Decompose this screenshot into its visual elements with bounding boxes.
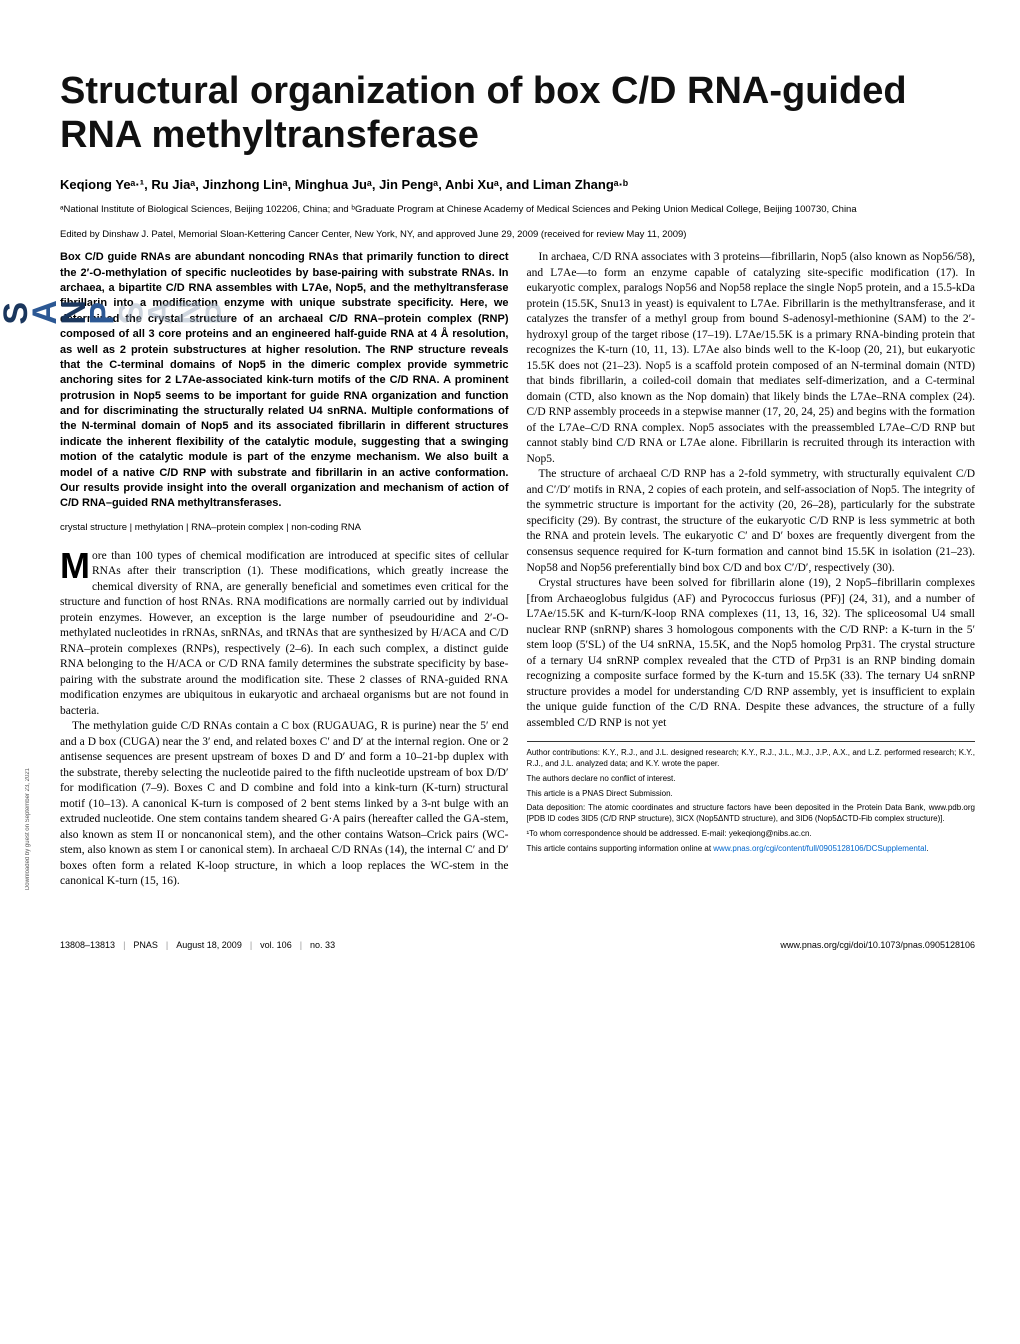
page-range: 13808–13813 bbox=[60, 940, 115, 950]
edited-by: Edited by Dinshaw J. Patel, Memorial Slo… bbox=[60, 229, 975, 240]
page-footer: 13808–13813 | PNAS | August 18, 2009 | v… bbox=[0, 940, 1020, 975]
article-title: Structural organization of box C/D RNA-g… bbox=[60, 70, 975, 157]
body-paragraph: In archaea, C/D RNA associates with 3 pr… bbox=[527, 250, 976, 467]
authors-line: Keqiong Yeᵃ·¹, Ru Jiaᵃ, Jinzhong Linᵃ, M… bbox=[60, 177, 975, 192]
divider: | bbox=[250, 940, 252, 950]
issue: no. 33 bbox=[310, 940, 335, 950]
journal-name: PNAS bbox=[133, 940, 158, 950]
keywords: crystal structure | methylation | RNA–pr… bbox=[60, 522, 509, 535]
footnotes: Author contributions: K.Y., R.J., and J.… bbox=[527, 741, 976, 854]
logo-letter-pale: P bbox=[204, 300, 233, 325]
paragraph-text: ore than 100 types of chemical modificat… bbox=[60, 550, 509, 717]
two-column-layout: Box C/D guide RNAs are abundant noncodin… bbox=[60, 250, 975, 890]
divider: | bbox=[166, 940, 168, 950]
sidebar: S A N P S A N P Downloaded by guest on S… bbox=[0, 0, 50, 920]
body-paragraph: The structure of archaeal C/D RNP has a … bbox=[527, 467, 976, 576]
footnote-contributions: Author contributions: K.Y., R.J., and J.… bbox=[527, 748, 976, 770]
affiliations: ᵃNational Institute of Biological Scienc… bbox=[60, 204, 975, 217]
body-paragraph: Crystal structures have been solved for … bbox=[527, 576, 976, 731]
body-paragraph: The methylation guide C/D RNAs contain a… bbox=[60, 719, 509, 890]
footnote-conflict: The authors declare no conflict of inter… bbox=[527, 774, 976, 785]
footnote-correspondence: ¹To whom correspondence should be addres… bbox=[527, 829, 976, 840]
supporting-link[interactable]: www.pnas.org/cgi/content/full/0905128106… bbox=[713, 844, 926, 853]
footnote-direct: This article is a PNAS Direct Submission… bbox=[527, 789, 976, 800]
footer-left: 13808–13813 | PNAS | August 18, 2009 | v… bbox=[60, 940, 335, 950]
body-paragraph: M ore than 100 types of chemical modific… bbox=[60, 549, 509, 720]
publication-date: August 18, 2009 bbox=[176, 940, 242, 950]
footnote-supporting: This article contains supporting informa… bbox=[527, 844, 976, 855]
downloaded-note: Downloaded by guest on September 23, 202… bbox=[25, 768, 31, 890]
abstract: Box C/D guide RNAs are abundant noncodin… bbox=[60, 250, 509, 512]
volume: vol. 106 bbox=[260, 940, 292, 950]
footnote-deposition: Data deposition: The atomic coordinates … bbox=[527, 803, 976, 825]
column-left: Box C/D guide RNAs are abundant noncodin… bbox=[60, 250, 509, 890]
dropcap: M bbox=[60, 549, 92, 582]
doi-link[interactable]: www.pnas.org/cgi/doi/10.1073/pnas.090512… bbox=[780, 940, 975, 950]
main-content: Structural organization of box C/D RNA-g… bbox=[50, 0, 1020, 920]
divider: | bbox=[123, 940, 125, 950]
pnas-logo: S A N P S A N P bbox=[2, 300, 233, 325]
divider: | bbox=[300, 940, 302, 950]
column-right: In archaea, C/D RNA associates with 3 pr… bbox=[527, 250, 976, 890]
